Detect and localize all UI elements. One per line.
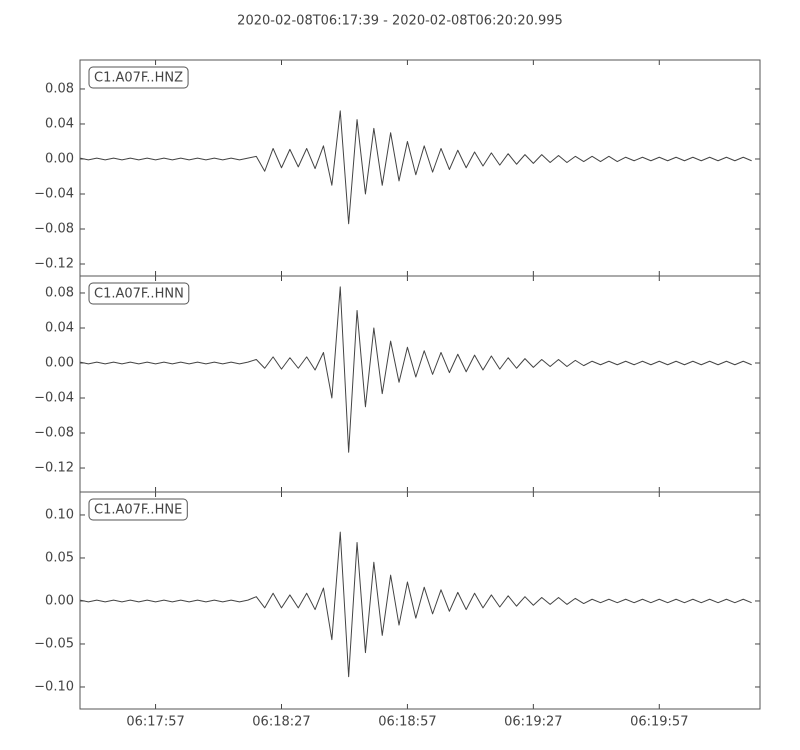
y-tick-label: 0.00	[45, 593, 74, 608]
y-tick-label: 0.10	[45, 507, 74, 522]
panel-frame	[79, 491, 761, 710]
trace-label-box	[88, 498, 188, 521]
y-tick-label: −0.12	[34, 257, 74, 272]
y-tick-label: 0.00	[45, 355, 74, 370]
trace-label: C1.A07F..HNE	[94, 503, 182, 518]
trace-label-box	[88, 282, 190, 305]
y-tick-label: 0.04	[45, 320, 74, 335]
x-tick-label: 06:19:27	[504, 715, 562, 730]
y-tick-label: −0.08	[34, 426, 74, 441]
y-tick-label: 0.05	[45, 550, 74, 565]
chart-title: 2020-02-08T06:17:39 - 2020-02-08T06:20:2…	[237, 14, 563, 29]
y-tick-label: −0.05	[34, 636, 74, 651]
y-tick-label: 0.08	[45, 285, 74, 300]
waveform	[80, 286, 752, 453]
waveform	[80, 531, 752, 678]
y-tick-label: −0.08	[34, 222, 74, 237]
y-tick-label: −0.04	[34, 186, 74, 201]
x-tick-label: 06:18:57	[378, 715, 436, 730]
waveform	[80, 110, 752, 225]
y-tick-label: 0.00	[45, 151, 74, 166]
trace-label: C1.A07F..HNZ	[94, 71, 183, 86]
x-tick-label: 06:17:57	[126, 715, 184, 730]
y-tick-label: 0.08	[45, 81, 74, 96]
y-tick-label: −0.10	[34, 679, 74, 694]
trace-label-box	[88, 66, 189, 89]
x-tick-label: 06:19:57	[630, 715, 688, 730]
x-tick-label: 06:18:27	[252, 715, 310, 730]
y-tick-label: −0.04	[34, 391, 74, 406]
y-tick-label: 0.04	[45, 116, 74, 131]
trace-label: C1.A07F..HNN	[94, 287, 184, 302]
y-tick-label: −0.12	[34, 461, 74, 476]
